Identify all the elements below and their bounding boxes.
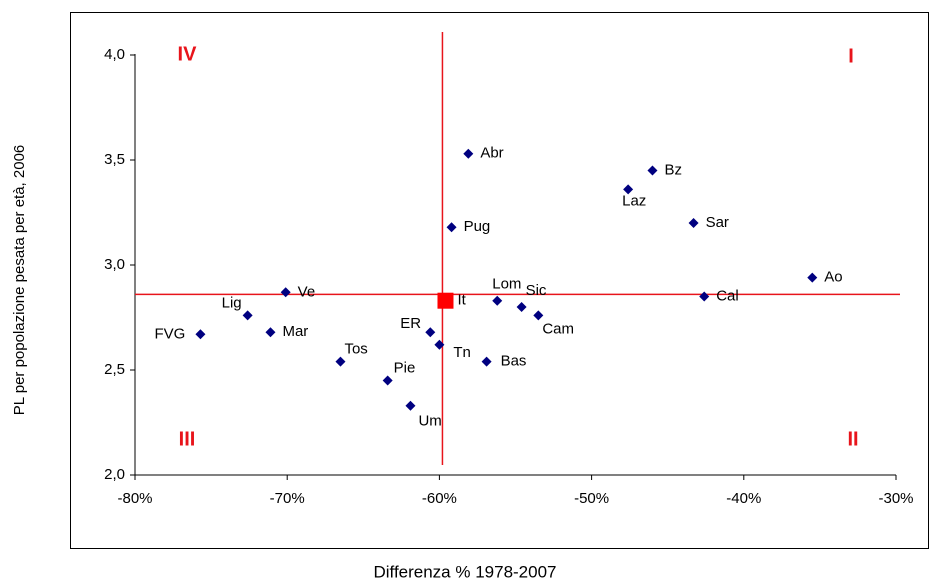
point-label: Bz <box>664 161 682 178</box>
point-label: Lig <box>222 294 242 311</box>
point <box>699 291 710 302</box>
point <box>242 310 253 321</box>
y-tick-label: 3,5 <box>104 151 125 168</box>
x-tick-label: -40% <box>726 490 761 507</box>
point <box>405 400 416 411</box>
point-label: Um <box>418 413 441 430</box>
point <box>425 327 436 338</box>
point-label: Tn <box>453 344 471 361</box>
point <box>688 218 699 228</box>
point-label: ER <box>400 315 421 332</box>
quadrant-label: II <box>847 428 858 450</box>
y-axis-label: PL per popolazione pesata per età, 2006 <box>11 145 28 415</box>
point-label: Sar <box>706 214 729 231</box>
point-label: Tos <box>344 341 367 358</box>
point <box>446 222 457 233</box>
point <box>437 292 454 309</box>
point-label: Cam <box>542 320 574 337</box>
point-label: Laz <box>622 192 646 209</box>
point <box>807 272 818 283</box>
point-label: Bas <box>501 353 527 370</box>
point <box>265 327 276 338</box>
point-label: FVG <box>154 325 185 342</box>
point <box>382 375 393 386</box>
point <box>463 148 474 159</box>
point-label: Ao <box>824 269 842 286</box>
point-label: Pug <box>464 218 491 235</box>
point-label: It <box>457 292 466 309</box>
point-label: Abr <box>480 145 503 162</box>
point <box>481 356 492 367</box>
chart-frame <box>70 12 929 549</box>
point <box>533 310 544 321</box>
y-tick-label: 3,0 <box>104 256 125 273</box>
quadrant-label: III <box>179 428 196 450</box>
point-label: Sic <box>526 282 547 299</box>
point <box>195 329 206 340</box>
point-label: Lom <box>492 276 521 293</box>
y-tick-label: 2,0 <box>104 466 125 483</box>
point <box>516 302 527 312</box>
point <box>335 356 346 367</box>
y-tick-label: 4,0 <box>104 46 125 63</box>
quadrant-label: IV <box>178 43 198 65</box>
point <box>434 339 445 350</box>
point <box>280 287 291 298</box>
point <box>623 184 634 195</box>
quadrant-label: I <box>848 45 854 67</box>
y-tick-label: 2,5 <box>104 361 125 378</box>
x-tick-label: -80% <box>117 490 152 507</box>
x-tick-label: -70% <box>270 490 305 507</box>
point-label: Pie <box>394 359 416 376</box>
point-label: Ve <box>298 283 316 300</box>
point <box>647 165 658 176</box>
point <box>492 295 503 306</box>
point-label: Mar <box>282 323 308 340</box>
x-tick-label: -50% <box>574 490 609 507</box>
x-axis-label: Differenza % 1978-2007 <box>373 562 556 581</box>
point-label: Cal <box>716 287 739 304</box>
x-tick-label: -30% <box>878 490 913 507</box>
x-tick-label: -60% <box>422 490 457 507</box>
